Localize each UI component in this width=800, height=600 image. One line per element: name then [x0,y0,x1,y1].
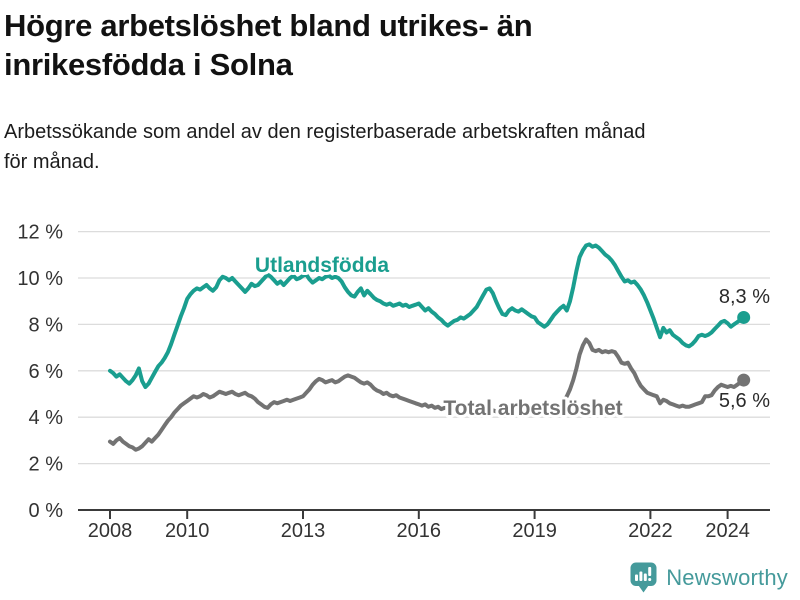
series-label-total: Total arbetslöshet [443,397,622,420]
y-tick-label: 12 % [17,222,63,244]
x-tick-label: 2022 [628,520,673,542]
y-tick-label: 4 % [29,407,64,429]
series-end-dot-total [737,373,751,387]
y-tick-label: 0 % [29,500,64,522]
end-value-label-total: 5,6 % [719,390,770,412]
chart-title: Högre arbetslöshet bland utrikes- än inr… [4,6,533,84]
chart-title-line: inrikesfödda i Solna [4,47,293,82]
series-line-utlandsfodda [108,242,746,389]
newsworthy-logo-icon [630,562,657,593]
chart-subtitle: Arbetssökande som andel av den registerb… [4,117,646,177]
x-tick-label: 2008 [88,520,133,542]
x-tick-label: 2024 [705,520,750,542]
y-tick-label: 8 % [29,314,64,336]
series-end-dot-utlandsfodda [737,310,751,324]
x-tick-label: 2013 [281,520,326,542]
footer-branding: Newsworthy [630,562,788,593]
series-label-utlandsfodda: Utlandsfödda [255,254,389,277]
chart-subtitle-line: Arbetssökande som andel av den registerb… [4,121,646,143]
y-tick-label: 6 % [29,361,64,383]
x-tick-label: 2016 [397,520,442,542]
brand-name: Newsworthy [666,564,788,590]
series-line-total [108,337,746,452]
x-tick-label: 2010 [165,520,210,542]
y-tick-label: 2 % [29,454,64,476]
y-tick-label: 10 % [17,268,63,290]
chart-title-line: Högre arbetslöshet bland utrikes- än [4,8,533,43]
chart-subtitle-line: för månad. [4,151,100,173]
end-value-label-utlandsfodda: 8,3 % [719,286,770,308]
x-tick-label: 2019 [512,520,557,542]
